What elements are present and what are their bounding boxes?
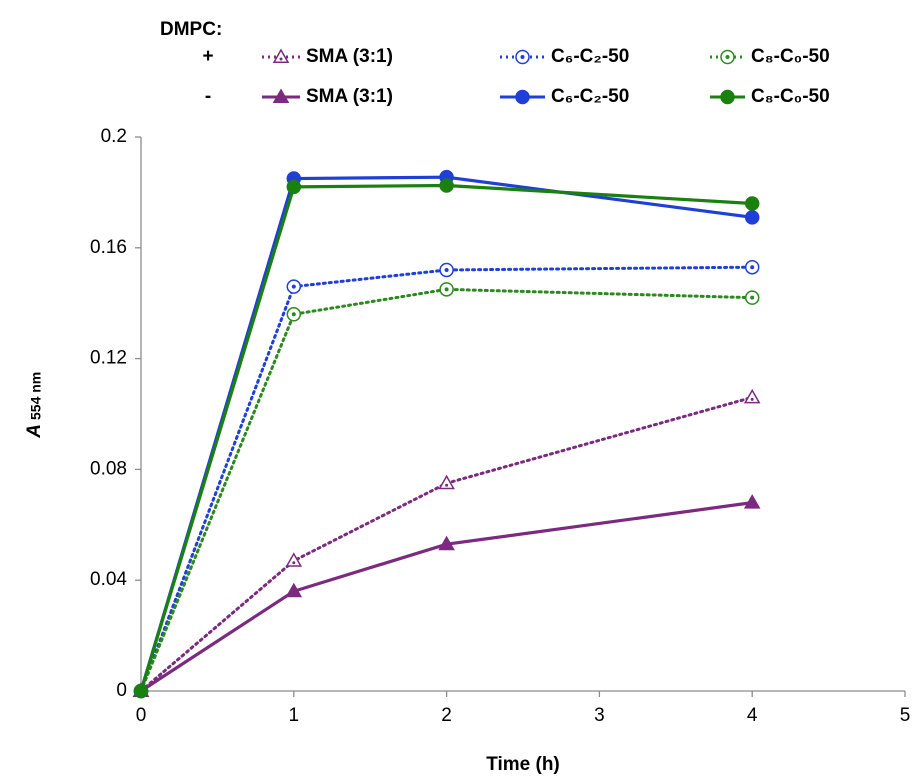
series-line xyxy=(139,287,754,693)
y-tick-label: 0.08 xyxy=(90,458,127,479)
marker-dot xyxy=(279,57,283,61)
y-tick-label: 0.16 xyxy=(90,237,127,258)
series xyxy=(133,178,760,699)
y-axis-unit: 554 nm xyxy=(28,372,44,420)
marker xyxy=(439,178,454,193)
y-tick-label: 0.2 xyxy=(101,126,127,147)
legend-label: C₆-C₂-50 xyxy=(551,86,629,107)
x-tick-label: 1 xyxy=(289,705,300,726)
marker xyxy=(285,552,303,567)
marker-dot xyxy=(444,287,449,292)
legend-label: C₆-C₂-50 xyxy=(551,46,629,67)
x-tick-label: 4 xyxy=(747,705,758,726)
marker-dot xyxy=(291,312,296,317)
y-tick-label: 0.04 xyxy=(90,569,127,590)
x-tick-label: 3 xyxy=(594,705,605,726)
legend-row-label: - xyxy=(205,86,211,107)
legend-item: C₈-C₀-50 xyxy=(710,46,830,67)
legend-title: DMPC: xyxy=(160,19,222,40)
marker-dot xyxy=(750,295,755,300)
marker xyxy=(744,210,760,225)
marker-dot xyxy=(750,265,755,270)
legend-label: C₈-C₀-50 xyxy=(751,46,830,67)
y-tick-label: 0 xyxy=(116,680,127,701)
series-line xyxy=(139,265,754,693)
series-line xyxy=(139,501,754,693)
marker-dot xyxy=(444,267,449,272)
legend-item: SMA (3:1) xyxy=(262,86,393,107)
marker-dot xyxy=(292,561,296,565)
y-tick-label: 0.12 xyxy=(90,348,127,369)
marker xyxy=(743,494,761,509)
marker xyxy=(720,89,735,105)
x-tick-label: 2 xyxy=(441,705,452,726)
marker xyxy=(515,89,530,105)
marker xyxy=(438,535,455,551)
series-line xyxy=(139,183,754,693)
legend-item: C₈-C₀-50 xyxy=(710,86,830,107)
y-axis-symbol: A xyxy=(24,424,45,439)
x-axis-label: Time (h) xyxy=(486,754,560,775)
legend-row-label: + xyxy=(202,46,213,67)
marker-dot xyxy=(445,483,449,487)
y-axis-label: A 554 nm xyxy=(24,372,45,439)
marker xyxy=(133,683,149,699)
legend-label: C₈-C₀-50 xyxy=(751,86,830,107)
x-tick-label: 0 xyxy=(136,705,147,726)
legend-label: SMA (3:1) xyxy=(306,86,393,107)
marker-dot xyxy=(750,397,754,401)
x-tick-label: 5 xyxy=(900,705,911,726)
marker xyxy=(744,196,760,211)
marker xyxy=(285,582,303,598)
marker xyxy=(272,48,290,63)
legend-label: SMA (3:1) xyxy=(306,46,393,67)
marker xyxy=(438,474,455,490)
marker-dot xyxy=(725,55,730,59)
marker xyxy=(286,179,302,195)
marker-dot xyxy=(520,55,525,59)
marker-dot xyxy=(291,284,296,289)
legend-item: SMA (3:1) xyxy=(262,46,393,67)
legend-item: C₆-C₂-50 xyxy=(500,46,629,67)
marker xyxy=(272,88,290,103)
marker xyxy=(743,388,761,404)
legend-item: C₆-C₂-50 xyxy=(500,86,629,107)
series xyxy=(132,494,761,697)
series-line xyxy=(139,395,754,693)
